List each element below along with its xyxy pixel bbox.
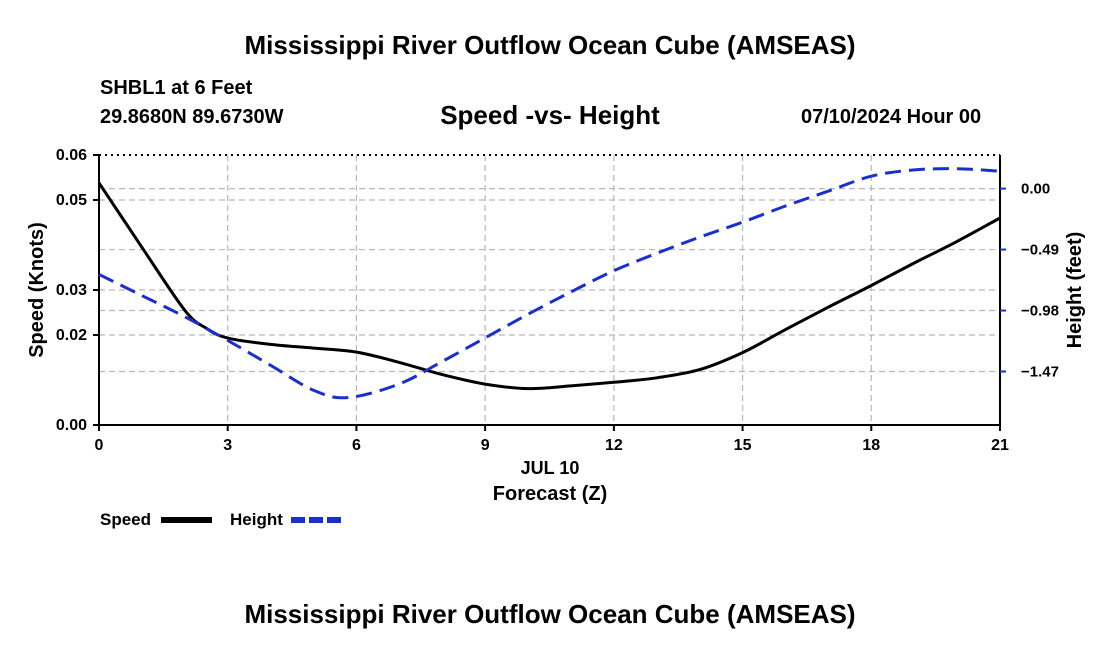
series-layer: [97, 167, 1001, 400]
y-tick-label: 0.03: [56, 282, 87, 299]
x-tick-label: 21: [991, 437, 1009, 454]
x-axis-date-label: JUL 10: [521, 458, 580, 478]
y2-tick-label: −0.49: [1021, 242, 1059, 259]
coordinates-label: 29.8680N 89.6730W: [100, 106, 284, 128]
datetime-label: 07/10/2024 Hour 00: [801, 106, 982, 128]
y-axis-label: Speed (Knots): [26, 222, 48, 358]
x-tick-label: 0: [95, 437, 104, 454]
axes: 0 3 6 9 12 15 18 21 0.00 0.02 0.03 0.05 0.06 0.00 −0.4…: [56, 147, 1059, 454]
x-tick-label: 6: [352, 437, 361, 454]
y-tick-label: 0.06: [56, 147, 87, 164]
x-axis-label: Forecast (Z): [493, 483, 607, 505]
legend-height-label: Height: [230, 510, 283, 529]
grid: [99, 155, 1000, 425]
y2-axis-label: Height (feet): [1064, 232, 1086, 349]
y-tick-label: 0.05: [56, 192, 87, 209]
station-label: SHBL1 at 6 Feet: [100, 77, 253, 99]
y-tick-label: 0.02: [56, 327, 87, 344]
legend-speed-label: Speed: [100, 510, 151, 529]
x-tick-label: 15: [734, 437, 752, 454]
x-tick-label: 18: [862, 437, 880, 454]
x-tick-label: 3: [223, 437, 232, 454]
page-title: Mississippi River Outflow Ocean Cube (AM…: [244, 30, 856, 60]
y2-tick-label: −1.47: [1021, 363, 1059, 380]
footer-title: Mississippi River Outflow Ocean Cube (AM…: [244, 599, 856, 629]
chart-title: Speed -vs- Height: [440, 100, 660, 130]
x-tick-label: 12: [605, 437, 623, 454]
y-tick-label: 0.00: [56, 417, 87, 434]
series-height-line: [98, 167, 1001, 400]
legend: Speed Height: [100, 510, 342, 529]
x-tick-label: 9: [481, 437, 490, 454]
y2-tick-label: 0.00: [1021, 181, 1050, 198]
y2-tick-label: −0.98: [1021, 303, 1059, 320]
